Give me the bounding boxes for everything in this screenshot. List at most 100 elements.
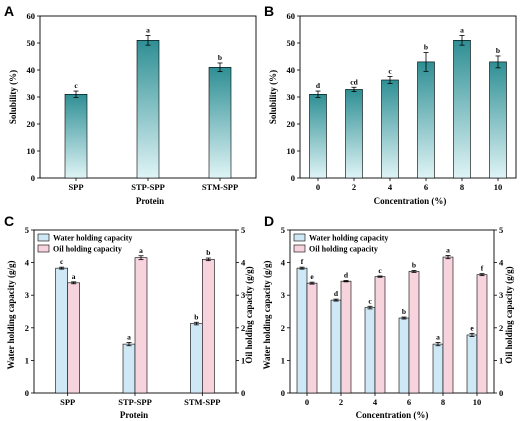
bar: [489, 61, 507, 179]
bar: [381, 79, 399, 179]
y-tick-label: 60: [27, 11, 36, 21]
y-tick-label: 50: [27, 38, 36, 48]
x-tick-label: 0: [305, 397, 309, 407]
bar: [309, 94, 327, 179]
y-tick-label: 30: [287, 92, 296, 102]
panel-a-ylabel: Solubility (%): [8, 70, 18, 124]
y-tick-label: 1: [281, 355, 285, 365]
x-tick-label: STP-SPP: [131, 182, 165, 192]
y-tick-label: 1: [25, 355, 29, 365]
x-tick-label: 10: [494, 182, 503, 192]
panel-c-plot: 0 01 12 23 34 45 5SPPcaSTP-SPPaaSTM-SPPbbWater…: [25, 225, 246, 407]
y-right-tick-label: 4: [499, 258, 504, 268]
significance-label: a: [139, 246, 143, 255]
significance-label: d: [344, 271, 349, 280]
panel-a-letter: A: [4, 3, 14, 19]
x-tick-label: STM-SPP: [184, 397, 220, 407]
oil-bar: [408, 271, 420, 394]
x-tick-label: 0: [316, 182, 320, 192]
water-bar: [432, 343, 444, 394]
water-bar: [296, 267, 308, 394]
panel-d-xlabel: Concentration (%): [356, 410, 429, 420]
legend-label: Water holding capacity: [309, 234, 388, 243]
plot-frame: [289, 229, 495, 394]
y-tick-label: 2: [25, 323, 29, 333]
panel-c: C Water holding capacity (g/g) Oil holdi…: [4, 213, 254, 420]
y-tick-label: 30: [27, 92, 36, 102]
x-tick-label: SPP: [60, 397, 75, 407]
y-tick-label: 40: [287, 65, 296, 75]
y-right-tick-label: 1: [241, 355, 245, 365]
y-right-tick-label: 5: [499, 225, 503, 235]
significance-label: e: [470, 323, 474, 332]
x-tick-label: 8: [460, 182, 464, 192]
panel-d-ylabel: Water holding capacity (g/g): [262, 260, 272, 369]
water-bar: [330, 299, 342, 394]
significance-label: b: [412, 260, 416, 269]
x-tick-label: 6: [424, 182, 428, 192]
panel-d-ylabel-right: Oil holding capacity (g/g): [504, 266, 514, 363]
significance-label: c: [368, 296, 372, 305]
legend-label: Oil holding capacity: [309, 245, 378, 254]
legend-label: Oil holding capacity: [53, 245, 122, 254]
y-tick-label: 0: [281, 388, 285, 398]
significance-label: b: [402, 307, 406, 316]
water-bar: [55, 267, 68, 394]
significance-label: e: [310, 272, 314, 281]
y-right-tick-label: 0: [499, 388, 503, 398]
x-tick-label: 4: [388, 182, 393, 192]
bar: [345, 89, 363, 179]
y-tick-label: 5: [25, 225, 29, 235]
legend-label: Water holding capacity: [53, 234, 132, 243]
significance-label: a: [146, 25, 150, 34]
panel-b-letter: B: [264, 3, 274, 19]
oil-bar: [476, 274, 488, 394]
significance-label: b: [206, 248, 210, 257]
panel-b-ylabel: Solubility (%): [268, 70, 278, 124]
y-tick-label: 60: [287, 11, 296, 21]
y-right-tick-label: 3: [499, 290, 503, 300]
oil-bar: [67, 282, 80, 394]
significance-label: a: [72, 272, 76, 281]
y-tick-label: 50: [287, 38, 296, 48]
x-tick-label: 6: [407, 397, 411, 407]
y-tick-label: 5: [281, 225, 285, 235]
legend-swatch: [37, 244, 50, 253]
significance-label: a: [446, 245, 450, 254]
y-tick-label: 10: [27, 146, 36, 156]
panel-c-ylabel-right: Oil holding capacity (g/g): [244, 266, 254, 363]
panel-b-xlabel: Concentration (%): [374, 196, 447, 206]
y-tick-label: 40: [27, 65, 36, 75]
y-right-tick-label: 0: [241, 388, 245, 398]
bar: [208, 67, 232, 179]
significance-label: a: [127, 332, 131, 341]
oil-bar: [202, 259, 215, 394]
x-tick-label: STP-SPP: [118, 397, 152, 407]
x-tick-label: SPP: [68, 182, 83, 192]
water-bar: [190, 323, 203, 394]
significance-label: c: [74, 81, 78, 90]
x-tick-label: 10: [473, 397, 482, 407]
legend-swatch: [293, 233, 306, 242]
y-tick-label: 4: [25, 258, 30, 268]
significance-label: b: [194, 312, 198, 321]
significance-label: b: [218, 53, 222, 62]
significance-label: d: [316, 81, 321, 90]
panel-a-xlabel: Protein: [136, 196, 164, 206]
y-tick-label: 0: [31, 173, 35, 183]
panel-a: A Solubility (%) Protein 0 10 20 30 40 50 60 SP…: [4, 3, 257, 206]
oil-bar: [374, 276, 386, 394]
y-right-tick-label: 2: [241, 323, 245, 333]
significance-label: a: [436, 332, 440, 341]
bar: [417, 61, 435, 179]
legend-swatch: [293, 244, 306, 253]
significance-label: c: [60, 257, 64, 266]
y-right-tick-label: 2: [499, 323, 503, 333]
y-tick-label: 0: [291, 173, 295, 183]
panel-d-letter: D: [264, 213, 274, 229]
oil-bar: [442, 256, 454, 394]
x-tick-label: 4: [373, 397, 378, 407]
significance-label: c: [378, 266, 382, 275]
